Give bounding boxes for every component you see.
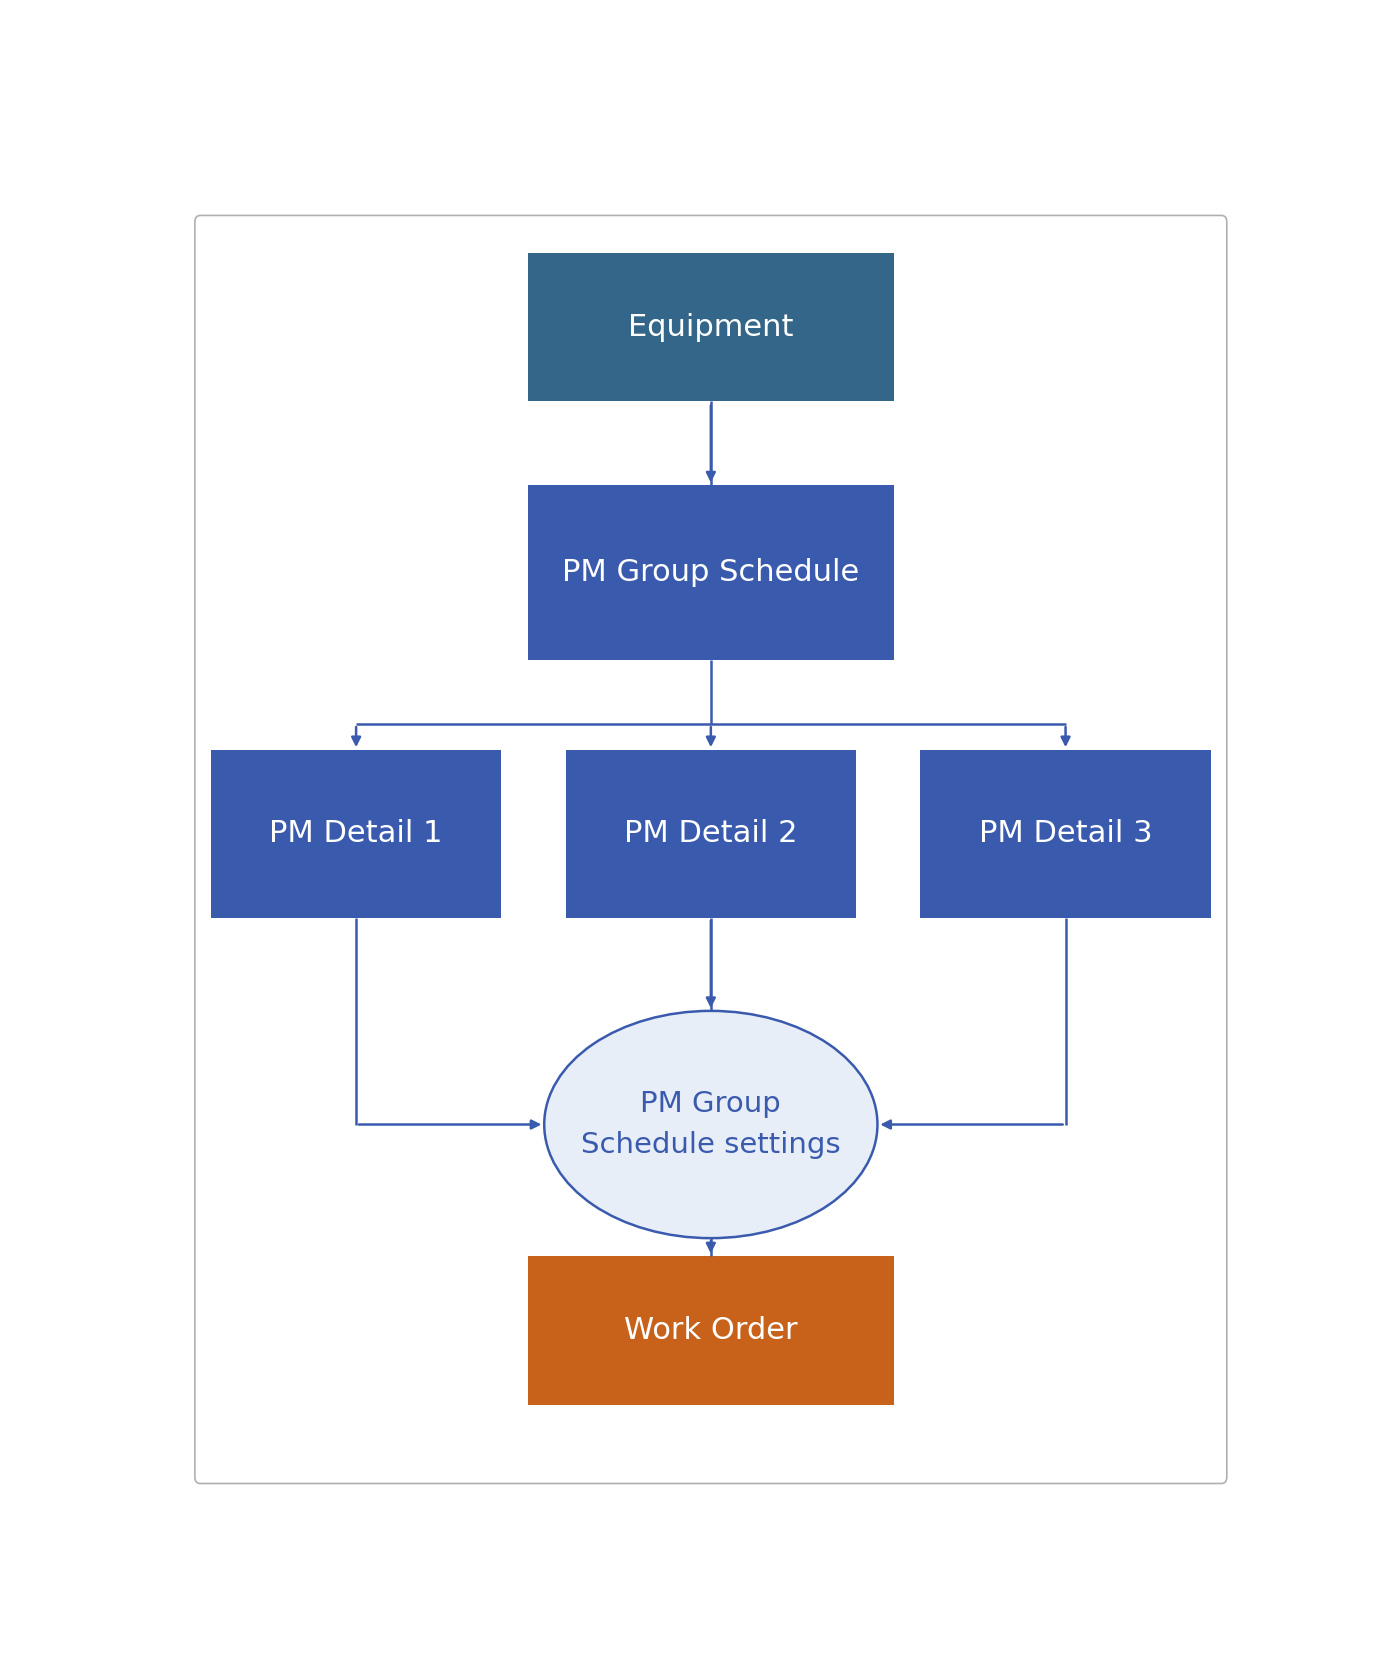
FancyBboxPatch shape (528, 253, 893, 401)
Text: PM Detail 1: PM Detail 1 (269, 820, 442, 849)
Text: PM Group Schedule: PM Group Schedule (562, 558, 860, 587)
FancyBboxPatch shape (921, 750, 1211, 917)
Text: PM Detail 3: PM Detail 3 (979, 820, 1153, 849)
Ellipse shape (544, 1011, 878, 1238)
FancyBboxPatch shape (528, 1256, 893, 1405)
FancyBboxPatch shape (528, 485, 893, 659)
Text: PM Detail 2: PM Detail 2 (624, 820, 798, 849)
FancyBboxPatch shape (211, 750, 501, 917)
Text: Work Order: Work Order (624, 1316, 798, 1345)
Text: Equipment: Equipment (628, 312, 793, 342)
Text: PM Group
Schedule settings: PM Group Schedule settings (581, 1090, 841, 1159)
FancyBboxPatch shape (194, 215, 1226, 1484)
FancyBboxPatch shape (566, 750, 856, 917)
